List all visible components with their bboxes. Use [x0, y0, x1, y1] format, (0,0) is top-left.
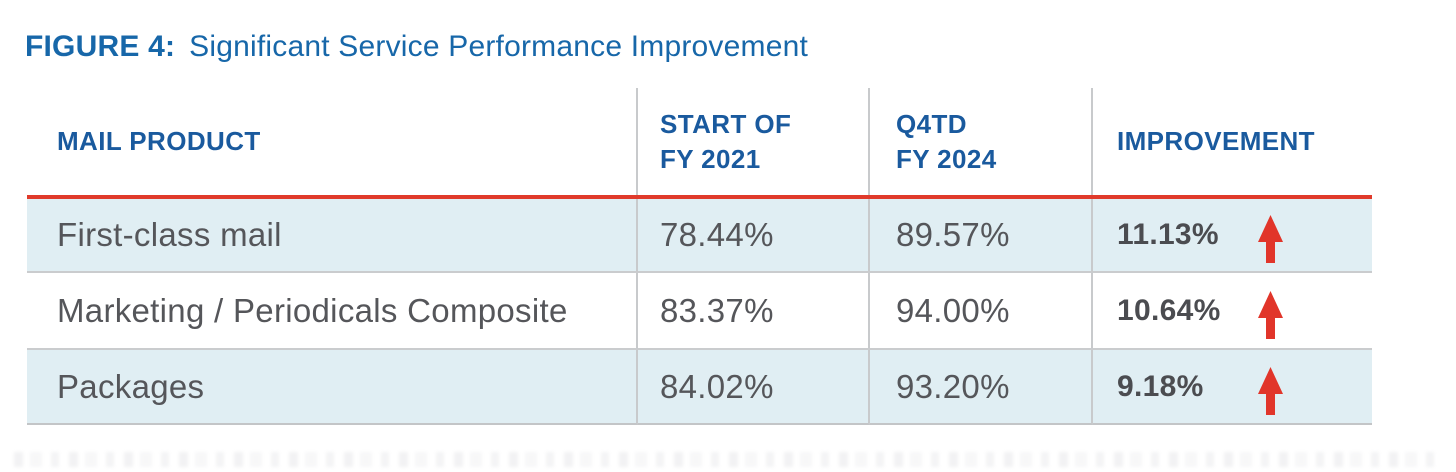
table-row-cell-product: Marketing / Periodicals Composite [27, 273, 638, 350]
column-header-q4td-fy2024: Q4TD FY 2024 [870, 88, 1093, 195]
column-header-label: Q4TD FY 2024 [896, 108, 997, 174]
table-row-cell-q4td: 94.00% [870, 273, 1093, 350]
up-arrow-icon [1257, 290, 1284, 339]
table-row-cell-start: 78.44% [638, 199, 870, 273]
column-header-label: START OF FY 2021 [660, 108, 792, 174]
improvement-value: 11.13% [1117, 218, 1219, 251]
table-row-cell-q4td: 89.57% [870, 199, 1093, 273]
figure-title-text: Significant Service Performance Improvem… [189, 30, 809, 63]
cutoff-text-ghost [14, 452, 1442, 467]
column-header-mail-product: MAIL PRODUCT [27, 88, 638, 195]
performance-table: MAIL PRODUCT START OF FY 2021 Q4TD FY 20… [27, 88, 1372, 425]
table-row-cell-q4td: 93.20% [870, 350, 1093, 425]
table-row-cell-improvement: 9.18% [1093, 350, 1372, 425]
table-row-cell-improvement: 10.64% [1093, 273, 1372, 350]
column-header-start-fy2021: START OF FY 2021 [638, 88, 870, 195]
column-header-label: MAIL PRODUCT [57, 126, 261, 156]
up-arrow-icon [1257, 215, 1284, 263]
column-header-improvement: IMPROVEMENT [1093, 88, 1372, 195]
table-row-cell-product: First-class mail [27, 199, 638, 273]
header-red-rule [27, 195, 1372, 199]
table-row-cell-product: Packages [27, 350, 638, 425]
table-row-cell-improvement: 11.13% [1093, 199, 1372, 273]
figure-label: FIGURE 4: [25, 30, 176, 63]
improvement-value: 9.18% [1117, 369, 1204, 403]
table-row-cell-start: 83.37% [638, 273, 870, 350]
column-header-label: IMPROVEMENT [1117, 126, 1315, 156]
improvement-value: 10.64% [1117, 293, 1221, 327]
table-row-cell-start: 84.02% [638, 350, 870, 425]
figure-title: FIGURE 4: Significant Service Performance… [25, 30, 808, 64]
up-arrow-icon [1257, 366, 1284, 415]
